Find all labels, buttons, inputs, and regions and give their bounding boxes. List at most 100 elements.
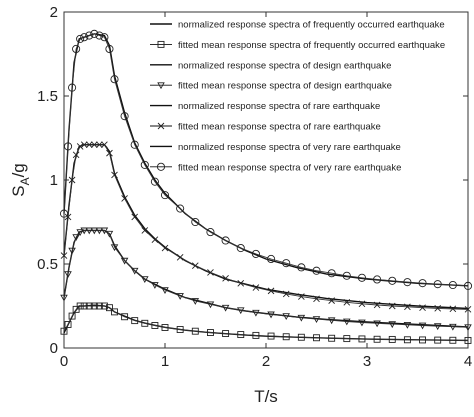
data-point-design <box>252 309 260 317</box>
data-point-frequently-occurred <box>206 329 214 336</box>
data-point-rare <box>111 171 118 179</box>
data-point-very-rare <box>266 254 276 264</box>
data-point-rare <box>131 213 139 221</box>
data-point-frequently-occurred <box>121 313 129 321</box>
data-point-frequently-occurred <box>100 302 108 310</box>
data-point-rare <box>141 227 149 234</box>
data-point-frequently-occurred <box>267 332 275 340</box>
data-point-very-rare <box>100 33 109 42</box>
data-point-rare <box>121 195 128 202</box>
data-point-design <box>60 294 68 302</box>
data-point-frequently-occurred <box>313 334 320 342</box>
y-tick-label: 0.5 <box>37 256 58 273</box>
data-point-design <box>176 293 184 300</box>
data-point-rare <box>404 303 411 311</box>
plot-area <box>63 11 469 349</box>
series-rare <box>60 141 472 313</box>
data-point-frequently-occurred <box>297 333 305 341</box>
data-point-frequently-occurred <box>449 336 457 344</box>
data-point-frequently-occurred <box>328 334 336 342</box>
legend-label: fitted mean response spectra of very rar… <box>178 162 401 173</box>
data-point-design <box>80 227 88 235</box>
data-point-design <box>68 247 76 255</box>
data-point-frequently-occurred <box>64 321 72 328</box>
data-point-very-rare <box>150 177 159 186</box>
x-tick-label: 4 <box>464 353 472 370</box>
data-point-design <box>388 321 397 329</box>
data-point-frequently-occurred <box>252 331 260 339</box>
data-point-frequently-occurred <box>464 336 472 344</box>
data-point-design <box>100 227 109 235</box>
data-point-very-rare <box>72 44 81 54</box>
data-point-frequently-occurred <box>131 317 139 325</box>
data-point-very-rare <box>282 259 291 268</box>
data-point-design <box>312 316 321 324</box>
data-point-very-rare <box>80 33 89 42</box>
data-point-rare <box>449 305 457 313</box>
legend-label: normalized response spectra of frequentl… <box>178 20 445 31</box>
data-point-design <box>206 301 215 309</box>
data-point-very-rare <box>206 228 215 237</box>
legend-entry: normalized response spectra of very rare… <box>150 142 401 153</box>
data-point-rare <box>358 300 366 308</box>
data-point-very-rare <box>90 29 99 38</box>
data-point-very-rare <box>312 266 321 275</box>
data-point-frequently-occurred <box>282 333 290 341</box>
data-point-rare <box>72 151 80 159</box>
data-point-rare <box>298 293 305 300</box>
data-point-frequently-occurred <box>90 302 98 310</box>
data-point-frequently-occurred <box>403 336 411 344</box>
data-point-very-rare <box>357 273 367 282</box>
data-point-frequently-occurred <box>343 335 351 343</box>
data-point-rare <box>106 149 113 157</box>
fitted-line-frequently-occurred <box>63 305 469 341</box>
legend-label: fitted mean response spectra of rare ear… <box>178 122 381 133</box>
legend-marker <box>157 82 165 90</box>
data-point-design <box>191 298 200 305</box>
data-point-design <box>90 227 99 235</box>
data-point-very-rare <box>433 280 442 289</box>
series-lines <box>59 29 473 344</box>
x-axis-label: T/s <box>254 387 278 406</box>
data-point-very-rare <box>59 209 69 218</box>
data-point-frequently-occurred <box>141 319 149 327</box>
data-point-design <box>161 287 169 294</box>
data-point-rare <box>80 141 88 149</box>
y-axis-label-main: S <box>9 185 28 196</box>
data-point-rare <box>60 252 68 259</box>
data-point-frequently-occurred <box>80 302 88 310</box>
data-point-design <box>110 244 119 252</box>
legend-label: normalized response spectra of design ea… <box>178 60 391 71</box>
axis-ticks: 0 1 2 3 4 0 0.5 1 1.5 2 <box>37 4 472 370</box>
data-point-very-rare <box>191 217 200 227</box>
y-tick-label: 0 <box>50 340 58 357</box>
data-point-very-rare <box>403 278 412 287</box>
data-point-rare <box>237 280 245 287</box>
y-axis-label: SA/g <box>9 163 32 197</box>
data-point-rare <box>328 297 335 304</box>
data-point-rare <box>76 143 84 150</box>
data-point-design <box>449 323 457 331</box>
data-point-design <box>358 319 366 327</box>
legend-entry: fitted mean response spectra of frequent… <box>150 40 445 51</box>
data-point-design <box>327 317 336 325</box>
data-point-rare <box>313 295 320 303</box>
data-point-frequently-occurred <box>151 322 159 329</box>
y-tick-label: 2 <box>50 4 58 21</box>
data-point-very-rare <box>176 204 185 213</box>
series-very-rare <box>59 29 473 290</box>
legend-entry: normalized response spectra of design ea… <box>150 60 391 71</box>
data-point-rare <box>222 274 229 282</box>
data-point-very-rare <box>327 269 336 278</box>
data-point-rare <box>343 298 351 306</box>
data-point-design <box>76 229 84 237</box>
data-point-rare <box>373 301 381 309</box>
data-point-very-rare <box>418 279 427 288</box>
legend-marker <box>157 122 165 130</box>
data-point-very-rare <box>236 243 245 253</box>
data-point-frequently-occurred <box>85 302 93 310</box>
data-point-frequently-occurred <box>222 330 230 338</box>
legend-label: fitted mean response spectra of frequent… <box>178 40 445 51</box>
data-point-design <box>141 276 149 284</box>
